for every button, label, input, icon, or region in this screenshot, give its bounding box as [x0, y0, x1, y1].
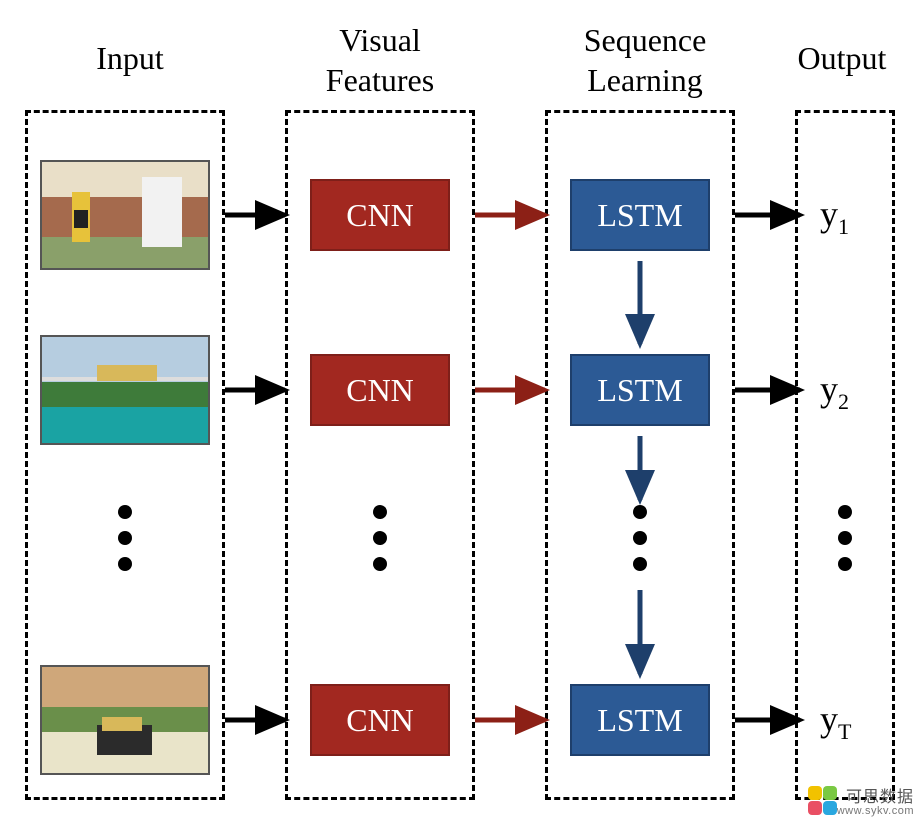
header-features: Visual Features	[280, 20, 480, 100]
header-features-l2: Features	[326, 62, 434, 98]
output-y1: y1	[820, 193, 849, 240]
watermark-logo	[808, 786, 838, 816]
watermark-cn: 可思数据	[837, 790, 914, 807]
header-features-l1: Visual	[339, 22, 421, 58]
watermark-text: 可思数据 www.sykv.com	[837, 790, 914, 818]
output-yT-sub: T	[838, 719, 851, 744]
input-frame-1	[40, 160, 210, 270]
output-y2-sub: 2	[838, 389, 849, 414]
header-output: Output	[782, 38, 902, 78]
header-sequence-l2: Learning	[587, 62, 703, 98]
output-yT: yT	[820, 698, 851, 745]
output-y1-sub: 1	[838, 214, 849, 239]
header-sequence: Sequence Learning	[540, 20, 750, 100]
lstm-block-2: LSTM	[570, 354, 710, 426]
column-headers: Input Visual Features Sequence Learning …	[0, 10, 920, 105]
watermark-en: www.sykv.com	[837, 806, 914, 818]
output-yT-base: y	[820, 699, 838, 739]
lstm-block-1: LSTM	[570, 179, 710, 251]
output-y2: y2	[820, 368, 849, 415]
ellipsis-input	[116, 505, 134, 571]
lstm-block-T: LSTM	[570, 684, 710, 756]
input-frame-T	[40, 665, 210, 775]
output-y2-base: y	[820, 369, 838, 409]
input-frame-2	[40, 335, 210, 445]
header-input: Input	[75, 38, 185, 78]
ellipsis-sequence	[631, 505, 649, 571]
output-y1-base: y	[820, 194, 838, 234]
cnn-block-1: CNN	[310, 179, 450, 251]
header-sequence-l1: Sequence	[584, 22, 707, 58]
ellipsis-features	[371, 505, 389, 571]
ellipsis-output	[836, 505, 854, 571]
cnn-block-2: CNN	[310, 354, 450, 426]
cnn-block-T: CNN	[310, 684, 450, 756]
